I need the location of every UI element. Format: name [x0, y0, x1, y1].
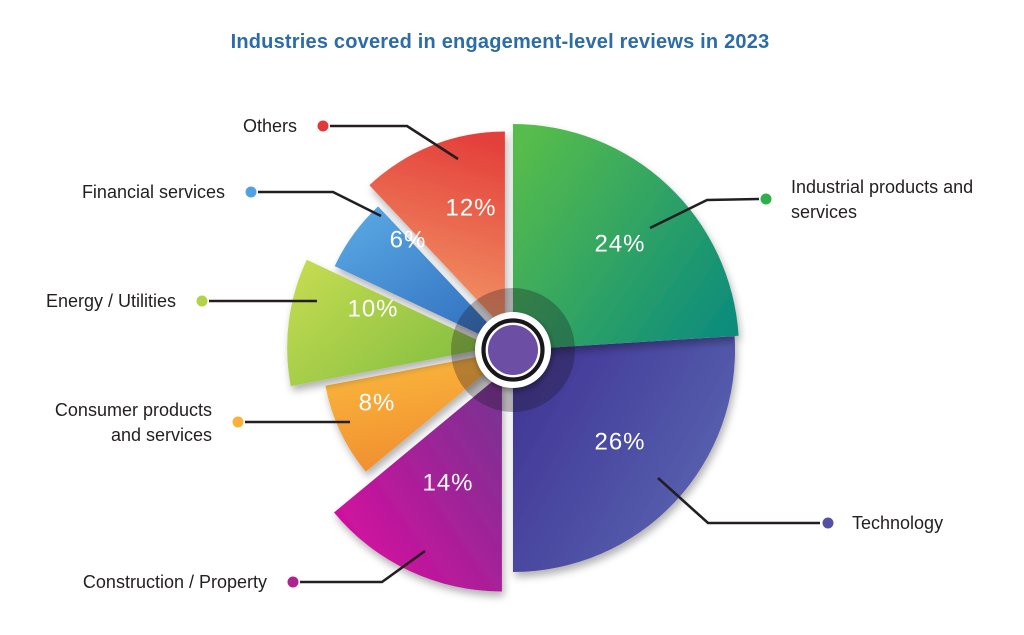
- callout-dot-energy-utilities: [196, 295, 208, 307]
- callout-line-industrial-products-and-services: [649, 197, 760, 230]
- percent-label-technology: 26%: [594, 429, 645, 456]
- callout-dot-construction-property: [287, 576, 299, 588]
- slice-financial-services: [334, 206, 513, 350]
- slice-energy-utilities: [287, 259, 494, 387]
- callout-dot-consumer-products-and-services: [232, 416, 244, 428]
- pie-slices: [287, 123, 739, 592]
- callout-line-construction-property: [300, 549, 426, 584]
- callout-label-consumer-products-and-services: and services: [111, 425, 212, 445]
- callout-industrial-products-and-services: Industrial products and services: [649, 177, 973, 230]
- callout-label-financial-services: Financial services: [82, 182, 225, 202]
- callout-energy-utilities: Energy / Utilities: [46, 291, 317, 311]
- hub-core: [488, 325, 538, 375]
- callout-label-energy-utilities: Energy / Utilities: [46, 291, 176, 311]
- percent-label-energy-utilities: 10%: [347, 296, 398, 323]
- slice-industrial-products-and-services: [513, 123, 739, 350]
- percent-label-industrial-products-and-services: 24%: [594, 231, 645, 258]
- callouts: Others Financial services Energy / Utiliti…: [46, 116, 973, 592]
- slice-consumer-products-and-services: [325, 350, 513, 472]
- callout-line-financial-services: [258, 190, 382, 218]
- percent-label-financial-services: 6%: [390, 227, 427, 254]
- callout-technology: Technology: [657, 477, 943, 533]
- hub: [451, 288, 575, 412]
- callout-financial-services: Financial services: [82, 182, 382, 218]
- callout-dot-industrial-products-and-services: [760, 193, 772, 205]
- callout-label-construction-property: Construction / Property: [83, 572, 267, 592]
- callout-label-industrial-products-and-services: Industrial products and: [791, 177, 973, 197]
- percent-label-consumer-products-and-services: 8%: [359, 390, 396, 417]
- callout-label-consumer-products-and-services: Consumer products: [55, 400, 212, 420]
- callout-label-technology: Technology: [852, 513, 943, 533]
- slice-construction-property: [334, 373, 502, 592]
- callout-dot-technology: [822, 517, 834, 529]
- callout-construction-property: Construction / Property: [83, 549, 426, 592]
- callout-dot-others: [317, 120, 329, 132]
- percent-labels: 24% 26% 14% 8% 10% 6% 12%: [347, 195, 645, 497]
- callout-line-others: [330, 124, 459, 161]
- callout-label-others: Others: [243, 116, 297, 136]
- slice-others: [369, 131, 505, 330]
- percent-label-construction-property: 14%: [422, 470, 473, 497]
- hub-ring: [481, 318, 545, 382]
- callout-line-technology: [657, 477, 820, 525]
- callout-consumer-products-and-services: Consumer products and services: [55, 400, 350, 445]
- callout-others: Others: [243, 116, 459, 161]
- percent-label-others: 12%: [445, 195, 496, 222]
- callout-label-industrial-products-and-services: services: [791, 202, 857, 222]
- slice-technology: [513, 336, 736, 573]
- chart-title: Industries covered in engagement-level r…: [230, 31, 770, 53]
- callout-dot-financial-services: [245, 186, 257, 198]
